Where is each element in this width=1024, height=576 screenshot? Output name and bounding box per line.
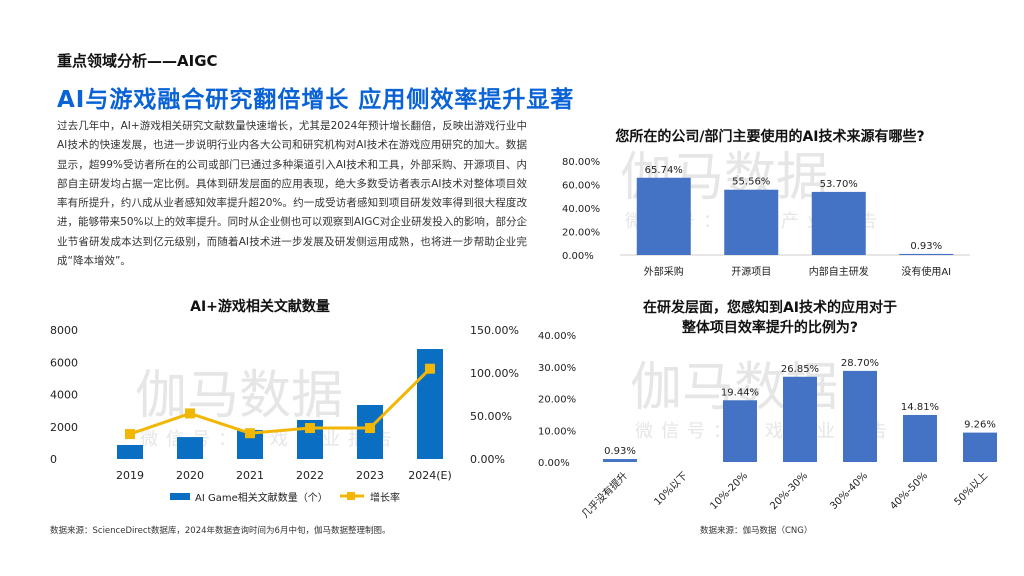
chart1-svg: 伽马数据微信号：游戏产业报告80006000400020000150.00%10… [50,324,519,504]
data-label: 9.26% [964,420,996,431]
data-label: 65.74% [645,165,683,176]
x-tick: 没有使用AI [901,265,951,278]
chart3-svg: 伽马数据微信号：游戏产业报告40.00%30.00%20.00%10.00%0.… [538,331,997,521]
chart1-source: 数据来源：ScienceDirect数据库，2024年数据查询时间为6月中旬，伽… [50,526,391,536]
y-tick: 0.00% [538,458,570,469]
y-tick: 20.00% [562,228,600,239]
bar [117,444,143,459]
bar [783,376,817,462]
data-label: 53.70% [820,179,858,190]
chart3-source: 数据来源：伽马数据（CNG） [700,526,813,536]
y-right-tick: 150.00% [470,324,519,337]
data-label: 26.85% [781,364,819,375]
x-tick: 几乎没有提升 [579,469,631,521]
y-left-tick: 4000 [50,389,78,402]
x-tick: 30%-40% [828,470,870,512]
data-label: 19.44% [721,387,759,398]
bar [723,400,757,462]
y-tick: 0.00% [562,251,594,262]
x-tick: 10%以下 [652,470,690,508]
x-tick: 内部自主研发 [809,265,869,278]
chart3-title-line2: 整体项目效率提升的比例为? [681,320,859,336]
growth-marker [365,423,375,434]
y-tick: 30.00% [538,363,576,374]
bar [177,437,203,459]
bar [724,189,779,255]
watermark-sub: 微信号：游戏产业报告 [635,421,895,442]
x-tick: 2021 [236,469,264,482]
y-right-tick: 50.00% [470,410,512,423]
x-tick: 2020 [176,469,204,482]
x-tick: 2019 [116,469,144,482]
bar [963,432,997,462]
y-tick: 40.00% [538,331,576,342]
y-right-tick: 0.00% [470,453,505,466]
x-tick: 40%-50% [888,470,930,512]
growth-marker [425,363,435,374]
watermark-main: 伽马数据 [135,366,343,426]
growth-marker [185,408,195,419]
data-label: 28.70% [841,358,879,369]
bar [811,191,866,255]
x-tick: 2023 [356,469,384,482]
bar [899,253,954,255]
section-title: 重点领域分析——AIGC [57,52,218,70]
x-tick: 开源项目 [731,265,771,278]
data-label: 0.93% [604,446,636,457]
y-tick: 60.00% [562,181,600,192]
data-label: 14.81% [901,402,939,413]
legend-bar-swatch [170,493,190,500]
y-tick: 40.00% [562,204,600,215]
growth-marker [125,429,135,440]
x-tick: 2022 [296,469,324,482]
y-right-tick: 100.00% [470,367,519,380]
y-left-tick: 0 [50,453,57,466]
x-tick: 10%-20% [708,470,750,512]
growth-marker [245,428,255,439]
x-tick: 20%-30% [768,470,810,512]
data-label: 0.93% [910,241,942,252]
x-tick: 50%以上 [952,470,990,508]
x-tick: 2024(E) [408,469,452,482]
y-tick: 10.00% [538,426,576,437]
chart3-title: 在研发层面，您感知到AI技术的应用对于 整体项目效率提升的比例为? [560,298,980,338]
growth-marker [305,423,315,434]
x-tick: 外部采购 [644,265,684,278]
y-left-tick: 2000 [50,421,78,434]
legend-line-label: 增长率 [370,491,400,504]
bar [636,177,691,255]
y-tick: 80.00% [562,157,600,168]
y-left-tick: 6000 [50,356,78,369]
chart3-title-line1: 在研发层面，您感知到AI技术的应用对于 [642,300,898,316]
growth-line [129,367,432,436]
y-left-tick: 8000 [50,324,78,337]
legend-line-marker [347,492,355,500]
bar [903,414,937,462]
bar [843,370,877,462]
bar [603,459,637,462]
y-tick: 20.00% [538,395,576,406]
data-label: 55.56% [732,177,770,188]
chart1-title: AI+游戏相关文献数量 [190,299,330,315]
legend-bar-label: AI Game相关文献数量（个） [195,491,328,504]
chart2-svg: 伽马数据微信号：游戏产业报告80.00%60.00%40.00%20.00%0.… [562,148,970,278]
chart2-title: 您所在的公司/部门主要使用的AI技术来源有哪些? [615,129,925,145]
body-text: 过去几年中，AI+游戏相关研究文献数量快速增长，尤其是2024年预计增长翻倍，反… [57,120,527,268]
headline: AI与游戏融合研究翻倍增长 应用侧效率提升显著 [57,87,575,113]
